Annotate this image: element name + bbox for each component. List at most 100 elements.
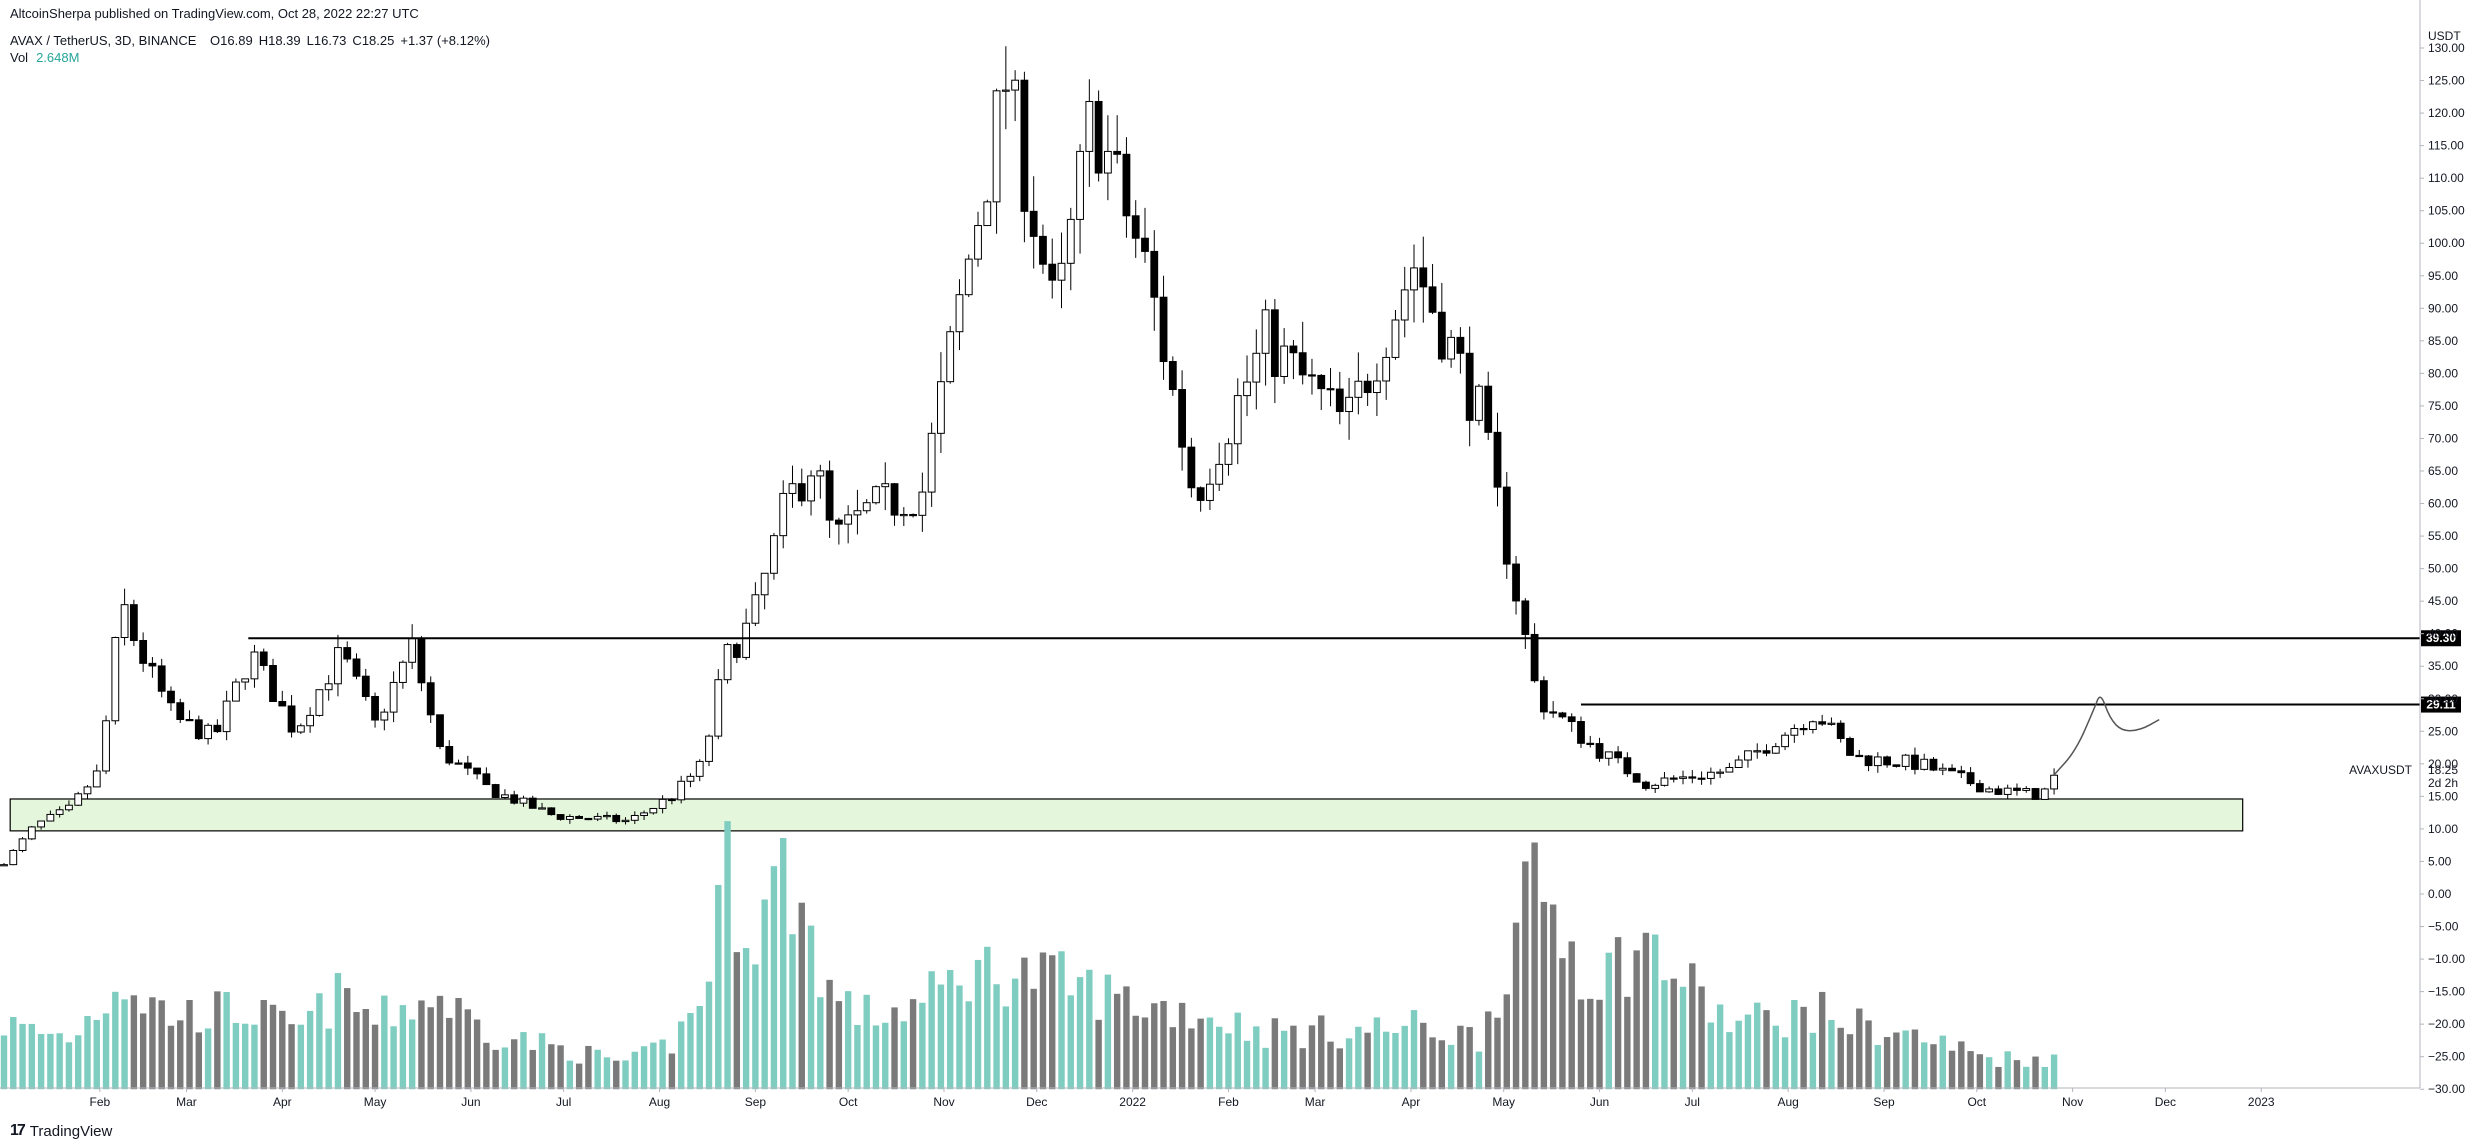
candle-body (1261, 309, 1270, 354)
candle-body (658, 798, 667, 809)
volume-bar (1392, 1032, 1399, 1090)
candle-body (1122, 153, 1131, 217)
volume-bar (724, 821, 731, 1090)
candle-body (1549, 711, 1558, 714)
candle-body (983, 201, 992, 227)
candle-body (872, 486, 880, 504)
volume-bar (1280, 1030, 1288, 1090)
volume-bar (1707, 1022, 1715, 1090)
volume-bar (909, 999, 917, 1090)
candle-body (723, 644, 732, 681)
candle-body (992, 90, 1001, 203)
volume-bar (1234, 1012, 1241, 1090)
volume-bar (1976, 1054, 1984, 1090)
candle-body (714, 679, 723, 737)
volume-bar (1336, 1048, 1343, 1090)
candle-body (1215, 463, 1224, 485)
price-tick-label: 115.00 (2428, 139, 2464, 153)
volume-bar (705, 981, 713, 1090)
levels-layer: 39.30 29.11 (248, 630, 2461, 713)
volume-bar (279, 1010, 286, 1090)
publish-line: AltcoinSherpa published on TradingView.c… (10, 6, 419, 21)
volume-bar (900, 1021, 908, 1090)
volume-bar (575, 1063, 583, 1090)
volume-bar (1577, 999, 1585, 1090)
volume-bar (733, 952, 741, 1090)
candle-body (1428, 286, 1437, 313)
candle-body (482, 773, 491, 786)
volume-bar (1160, 1001, 1167, 1090)
candle-body (1206, 483, 1214, 501)
volume-bar (919, 1002, 926, 1090)
volume-bar (1735, 1020, 1742, 1090)
volume-bar (1503, 994, 1510, 1090)
candle-body (1994, 788, 2003, 795)
candle-body (1475, 385, 1483, 421)
candle-body (1753, 750, 1762, 753)
candle-body (834, 519, 843, 525)
volume-bar (418, 1000, 425, 1090)
candle-body (1465, 352, 1474, 421)
volume-bar (241, 1023, 249, 1090)
time-tick-label: Oct (839, 1095, 858, 1109)
candle-body (1781, 734, 1789, 748)
volume-bar (1985, 1057, 1993, 1090)
candle-body (603, 814, 611, 818)
tradingview-logo[interactable]: 17 TradingView (10, 1122, 112, 1140)
volume-bar (1169, 1027, 1177, 1090)
candle-body (1419, 267, 1428, 288)
candle-body (343, 647, 352, 660)
volume-bar (1262, 1047, 1269, 1090)
candle-body (593, 815, 602, 820)
volume-bar (807, 925, 815, 1090)
volume-bar (65, 1042, 73, 1090)
candle-body (1660, 777, 1669, 786)
ohlc-label: O (210, 33, 221, 48)
volume-bar (186, 1000, 193, 1090)
price-tick-label: 120.00 (2428, 106, 2465, 120)
volume-bar (1698, 986, 1705, 1090)
ohlc-label: H (258, 33, 269, 48)
candle-body (241, 678, 250, 683)
candle-body (1975, 783, 1984, 793)
volume-bar (928, 971, 935, 1090)
volume-bar (1327, 1041, 1334, 1090)
symbol-title[interactable]: AVAX / TetherUS, 3D, BINANCE (10, 33, 197, 48)
volume-bar (1410, 1010, 1418, 1090)
volume-bar (325, 1028, 332, 1090)
price-tick-label: 70.00 (2428, 431, 2458, 445)
volume-bar (715, 884, 722, 1090)
candle-body (862, 502, 871, 512)
volume-bar (446, 1017, 453, 1090)
candle-body (398, 661, 407, 683)
volume-bar (696, 1005, 703, 1090)
candle-body (1651, 784, 1660, 789)
candle-body (1252, 352, 1261, 383)
candle-body (1604, 751, 1613, 759)
candle-body (1957, 770, 1966, 774)
volume-bar (1132, 1015, 1139, 1090)
volume-bar (882, 1022, 889, 1090)
volume-bar (47, 1033, 54, 1090)
volume-bar (84, 1015, 91, 1090)
candle-body (1948, 767, 1956, 772)
candle-body (287, 705, 296, 733)
candle-body (630, 814, 639, 821)
candle-body (259, 651, 268, 667)
candle-body (1892, 764, 1901, 767)
candle-body (139, 640, 148, 664)
volume-bar (622, 1060, 629, 1090)
candle-body (1790, 727, 1799, 736)
volume-bar (1744, 1014, 1752, 1090)
volume-bar (381, 995, 388, 1090)
candle-body (1521, 600, 1530, 635)
candle-body (1094, 100, 1103, 174)
volume-bar (37, 1033, 45, 1090)
volume-bar (687, 1013, 694, 1090)
volume-bar (1846, 1034, 1854, 1090)
candle-body (83, 786, 92, 795)
ohlc-value: 18.25 (361, 33, 395, 48)
volume-bar (863, 994, 870, 1090)
candle-body (1270, 309, 1279, 377)
